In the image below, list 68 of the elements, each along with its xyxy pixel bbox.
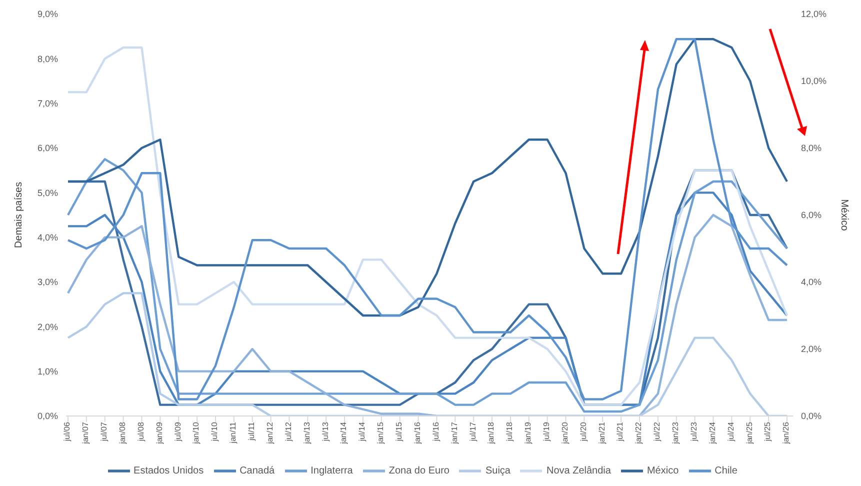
y2-tick-label: 12,0%: [801, 9, 827, 20]
y2-axis-title: México: [838, 199, 850, 232]
x-tick-label: jan/08: [118, 421, 127, 445]
legend-label: Canadá: [240, 466, 275, 477]
x-tick-label: jan/13: [302, 421, 312, 445]
y-tick-label: 3,0%: [37, 277, 58, 288]
x-tick-label: jul/18: [505, 421, 514, 442]
x-tick-label: jul/17: [468, 421, 478, 442]
x-tick-label: jul/20: [578, 421, 588, 442]
x-tick-label: jan/12: [265, 421, 274, 445]
x-tick-label: jul/07: [100, 421, 109, 442]
x-tick-label: jul/23: [690, 421, 698, 442]
legend-label: Estados Unidos: [134, 466, 204, 477]
y-axis-title: Demais países: [14, 182, 25, 248]
y-tick-label: 7,0%: [37, 98, 58, 109]
x-tick-label: jul/25: [763, 421, 772, 442]
x-tick-label: jan/16: [412, 421, 422, 445]
legend-label: México: [646, 466, 679, 477]
y-tick-label: 2,0%: [37, 322, 58, 332]
x-tick-label: jan/17: [450, 421, 459, 445]
x-tick-label: jul/11: [247, 421, 256, 442]
y2-tick-label: 4,0%: [801, 277, 822, 288]
x-tick-label: jul/15: [394, 421, 404, 442]
x-tick-label: jul/24: [726, 421, 736, 442]
x-tick-label: jul/22: [652, 421, 662, 442]
x-tick-label: jan/11: [228, 421, 238, 444]
x-tick-label: jan/10: [192, 421, 201, 445]
y-tick-label: 8,0%: [37, 54, 58, 64]
y2-tick-label: 0,0%: [801, 411, 822, 422]
legend-label: Chile: [714, 466, 738, 477]
x-tick-label: jan/23: [671, 421, 680, 445]
y-tick-label: 9,0%: [37, 9, 58, 20]
y2-tick-label: 2,0%: [801, 344, 822, 354]
y-tick-label: 4,0%: [37, 232, 58, 243]
x-tick-label: jul/09: [173, 421, 182, 442]
line-series: [66, 292, 788, 416]
y-tick-label: 6,0%: [37, 143, 58, 154]
x-tick-label: jan/18: [486, 421, 496, 445]
y2-tick-label: 6,0%: [801, 210, 822, 220]
x-tick-label: jan/25: [744, 421, 754, 445]
x-tick-label: jul/12: [284, 421, 293, 442]
x-tick-label: jul/14: [358, 421, 367, 442]
y2-tick-label: 8,0%: [801, 143, 822, 154]
x-tick-label: jan/14: [339, 421, 348, 445]
legend-label: Inglaterra: [310, 466, 353, 477]
x-tick-label: jan/22: [634, 421, 644, 445]
x-tick-label: jan/20: [560, 421, 570, 445]
x-tick-label: jul/16: [431, 421, 440, 442]
x-tick-label: jul/13: [320, 421, 330, 442]
x-tick-label: jul/08: [136, 421, 146, 442]
y2-tick-label: 10,0%: [801, 76, 827, 86]
y-tick-label: 0,0%: [37, 411, 58, 422]
x-tick-label: jan/26: [782, 421, 791, 445]
x-tick-label: jan/24: [708, 421, 717, 445]
x-tick-label: jan/09: [154, 421, 164, 445]
x-tick-label: jan/19: [524, 421, 533, 445]
y-tick-label: 5,0%: [37, 188, 58, 198]
x-tick-label: jan/07: [81, 421, 90, 445]
y-tick-label: 1,0%: [37, 366, 58, 377]
x-tick-label: jul/21: [616, 421, 625, 442]
legend-label: Zona do Euro: [388, 466, 450, 477]
x-tick-label: jan/15: [376, 421, 386, 445]
legend-label: Suiça: [485, 466, 510, 477]
x-tick-label: jul/06: [62, 421, 72, 442]
x-tick-label: jan/21: [597, 421, 606, 445]
x-tick-label: jul/19: [542, 421, 552, 442]
legend-label: Nova Zelândia: [546, 466, 611, 477]
x-tick-label: jul/10: [210, 421, 220, 442]
